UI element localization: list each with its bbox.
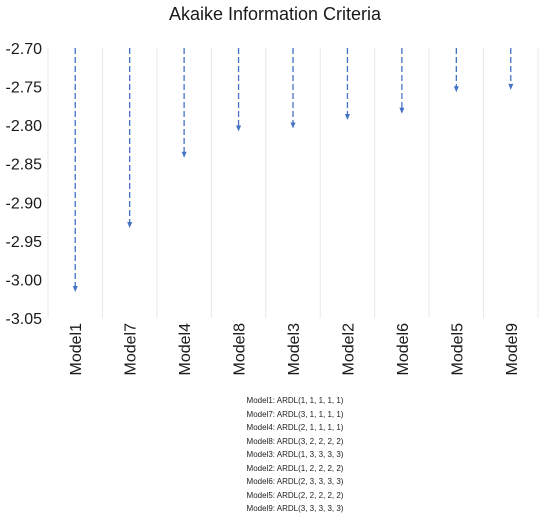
note-line: Model3: ARDL(1, 3, 3, 3, 3) bbox=[246, 450, 344, 459]
data-arrowhead bbox=[181, 151, 187, 158]
model-notes: Model1: ARDL(1, 1, 1, 1, 1) Model7: ARDL… bbox=[0, 394, 550, 516]
x-tick-label: Model2 bbox=[340, 323, 357, 376]
x-tick-label: Model5 bbox=[449, 323, 466, 376]
y-tick-label: -2.95 bbox=[6, 234, 43, 251]
data-arrowhead bbox=[236, 125, 242, 132]
note-line: Model5: ARDL(2, 2, 2, 2, 2) bbox=[246, 490, 344, 500]
y-tick-label: -2.85 bbox=[6, 157, 43, 174]
note-line: Model4: ARDL(2, 1, 1, 1, 1) bbox=[246, 423, 344, 432]
note-line: Model7: ARDL(3, 1, 1, 1, 1) bbox=[246, 409, 344, 419]
x-tick-label: Model6 bbox=[395, 323, 412, 376]
note-line: Model6: ARDL(2, 3, 3, 3, 3) bbox=[246, 477, 344, 486]
chart-plot: -2.70 -2.75 -2.80 -2.85 -2.90 -2.95 -3.00 -3.05… bbox=[6, 41, 539, 376]
y-tick-label: -2.90 bbox=[6, 195, 43, 212]
x-tick-label: Model4 bbox=[177, 323, 194, 376]
data-arrowhead bbox=[127, 221, 133, 228]
note-line: Model8: ARDL(3, 2, 2, 2, 2) bbox=[246, 436, 344, 446]
x-tick-label: Model1 bbox=[68, 323, 85, 376]
note-line: Model9: ARDL(3, 3, 3, 3, 3) bbox=[246, 504, 344, 513]
data-arrowhead bbox=[344, 113, 350, 120]
data-arrowhead bbox=[290, 122, 296, 129]
y-tick-label: -2.70 bbox=[6, 41, 43, 58]
data-arrowhead bbox=[508, 83, 514, 90]
x-tick-label: Model3 bbox=[286, 323, 303, 376]
note-line: Model2: ARDL(1, 2, 2, 2, 2) bbox=[246, 463, 344, 473]
chart-title: Akaike Information Criteria bbox=[168, 4, 382, 24]
x-tick-label: Model8 bbox=[232, 323, 249, 376]
x-tick-label: Model7 bbox=[123, 323, 140, 376]
data-arrowhead bbox=[72, 286, 78, 292]
y-tick-label: -3.05 bbox=[6, 311, 43, 328]
note-line: Model1: ARDL(1, 1, 1, 1, 1) bbox=[246, 396, 344, 405]
x-tick-label: Model9 bbox=[504, 323, 521, 376]
data-arrowhead bbox=[453, 86, 459, 93]
data-arrowhead bbox=[399, 107, 405, 114]
y-tick-label: -2.75 bbox=[6, 80, 43, 97]
y-tick-label: -2.80 bbox=[6, 118, 43, 135]
y-tick-label: -3.00 bbox=[6, 272, 43, 289]
